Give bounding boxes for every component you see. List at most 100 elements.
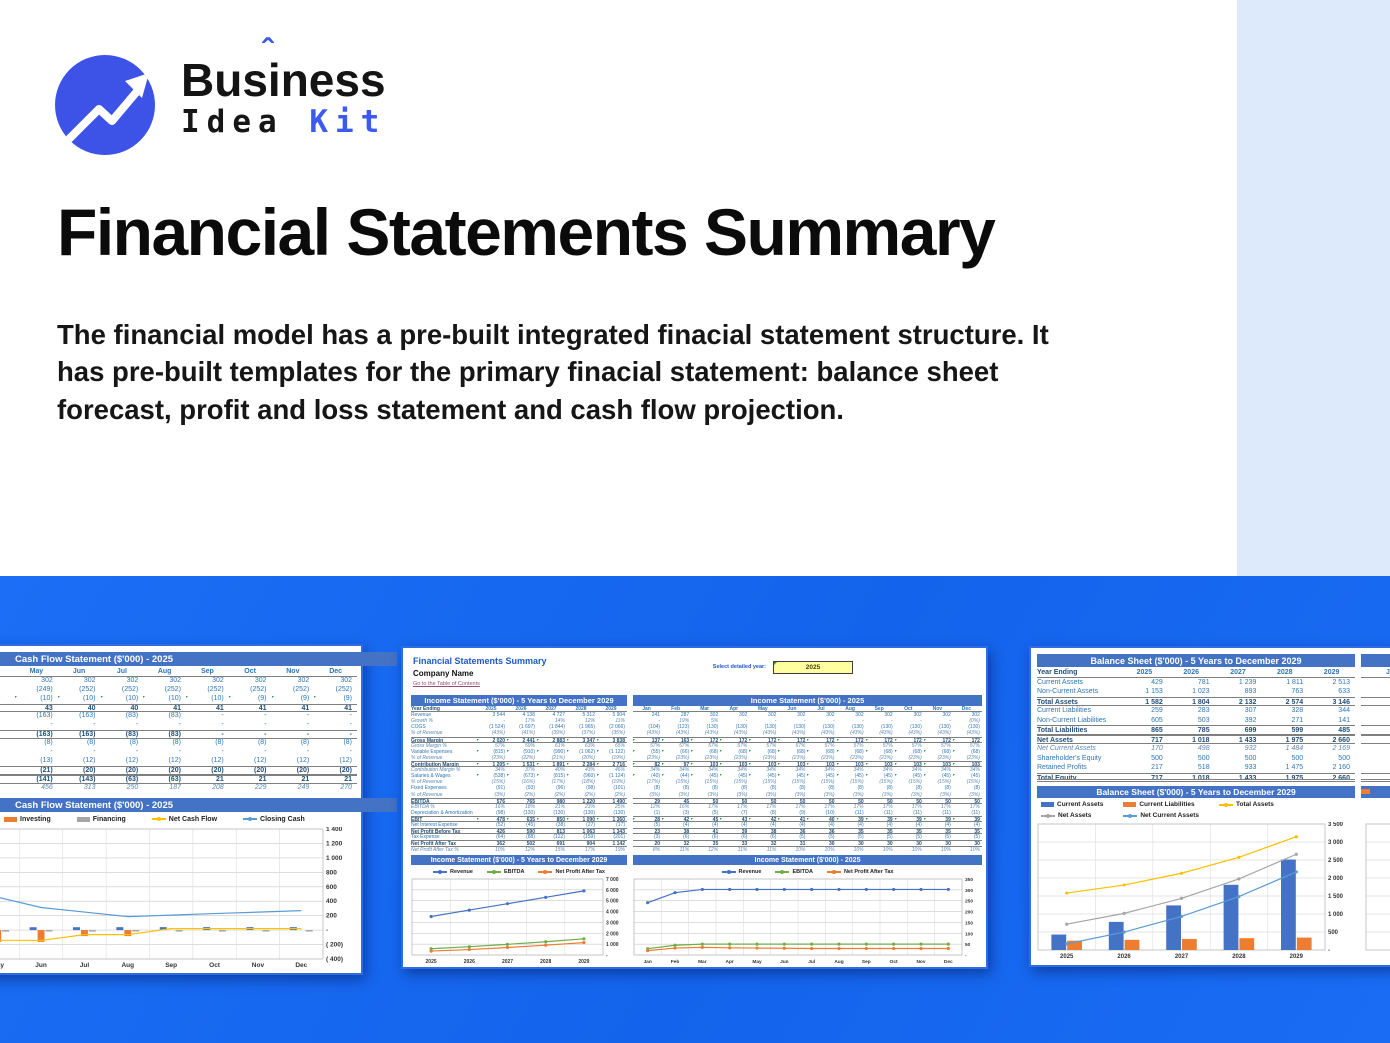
svg-text:1 400: 1 400	[326, 827, 343, 833]
table-of-contents-link[interactable]: Go to the Table of Contents	[413, 681, 480, 687]
table-cell: 19%	[614, 846, 625, 853]
table-row: 23 38 41 39 38 36 36 35 35 35 35 35	[633, 828, 982, 835]
table-header-row: Jan	[1361, 668, 1390, 678]
table-cell: 103	[749, 762, 778, 766]
table-cell: 57%	[911, 742, 922, 749]
table-cell: 103	[807, 762, 836, 766]
svg-text:Oct: Oct	[209, 962, 221, 969]
svg-text:600: 600	[326, 884, 337, 891]
table-cell: 850	[537, 817, 567, 821]
table-cell: 2 716	[597, 762, 627, 766]
table-row-label	[0, 776, 15, 783]
brand-word-part: ness	[280, 54, 386, 106]
table-cell: 21	[344, 775, 352, 783]
table-row: - 19% 5% - - - - - - - - (0%)	[633, 718, 982, 724]
table-cell: (39%)	[551, 730, 565, 737]
legend-item: Revenue	[721, 869, 761, 875]
table-cell: -	[135, 748, 139, 756]
table-cell: 59%	[524, 742, 535, 749]
table-row-label: Non-Current Assets	[1037, 688, 1099, 695]
table-column-header: Jul	[116, 668, 127, 675]
table-cell: 30	[828, 841, 835, 846]
legend-label: EBITDA	[503, 868, 525, 875]
table-cell: 39	[741, 829, 748, 834]
table-cell: 57%	[650, 742, 661, 749]
table-cell: 865	[1151, 727, 1163, 734]
table-cell: (252)	[335, 685, 352, 693]
table-cell: (98)	[496, 809, 505, 816]
table-row-label: Total Liabilities	[1037, 727, 1088, 734]
year-selector-input[interactable]: 2025	[773, 661, 853, 674]
table-cell: 498	[1197, 745, 1210, 752]
svg-text:2025: 2025	[1060, 954, 1074, 960]
table-cell: 500	[1197, 754, 1210, 762]
table-column-header: Nov	[932, 706, 943, 712]
table-cell: 35	[887, 829, 893, 834]
table-cell: (8)	[886, 785, 893, 792]
svg-text:Jun: Jun	[780, 959, 789, 965]
table-cell: 36	[799, 829, 806, 834]
legend-label: Total Assets	[1236, 801, 1274, 808]
table-cell: 1 090	[567, 817, 597, 821]
table-cell: 502	[526, 841, 535, 846]
table-cell: (55)	[633, 749, 662, 755]
table-cell: 35	[858, 829, 864, 834]
table-cell: (43%)	[733, 730, 748, 737]
table-row-label: Net Interest Expense	[411, 822, 458, 829]
table-cell: (98)	[586, 785, 595, 792]
table-cell: (20)	[211, 766, 224, 774]
table-cell: (3%)	[940, 791, 951, 798]
table-cell: 57%	[494, 742, 505, 749]
table-cell: (68)	[749, 749, 778, 755]
table-row: 512	[1361, 772, 1390, 782]
table-cell: -	[178, 748, 181, 756]
table-cell: -	[306, 712, 310, 720]
table-cell: 302	[41, 676, 53, 684]
table-cell: (17%)	[551, 779, 565, 786]
svg-text:2026: 2026	[464, 959, 475, 965]
table-cell: 208	[212, 783, 224, 791]
table-cell: (15%)	[908, 779, 922, 786]
brand-word-ideakit: Idea Kit	[181, 107, 386, 138]
legend-marker	[726, 869, 731, 874]
table-cell: -	[264, 731, 267, 739]
table-cell: 2 883	[537, 738, 567, 742]
table-cell: (130)	[523, 809, 535, 816]
table-cell: (44)	[662, 773, 691, 779]
legend-item: EBITDA	[775, 869, 813, 875]
table-cell: (37%)	[581, 730, 595, 737]
table-row-label: Contribution Margin	[411, 761, 459, 767]
table-cell: -	[949, 718, 951, 725]
legend-line-swatch	[1041, 813, 1055, 818]
svg-text:2025: 2025	[426, 959, 437, 965]
table-cell: 57%	[940, 742, 951, 749]
table-cell: 41	[712, 829, 719, 834]
table-column-header: Sep	[874, 706, 884, 712]
table-cell: (15%)	[879, 779, 893, 786]
table-cell: (252)	[292, 685, 310, 693]
table-cell: (23%)	[763, 754, 777, 761]
table-row: Net Interest Expense (52) (45) (38) (27) (17)	[411, 822, 627, 828]
table-cell: 270	[340, 783, 352, 791]
table-row-label	[0, 677, 15, 686]
table-cell: -	[349, 731, 352, 739]
table-row: 82 97 103 103 103 103 103 103 103 103 103 103	[633, 760, 982, 768]
table-cell: (8)	[44, 739, 53, 747]
table-cell: 1 531	[507, 762, 537, 766]
svg-text:-: -	[326, 927, 328, 934]
table-cell: (141)	[36, 775, 53, 783]
legend-marker	[1224, 802, 1228, 807]
table-row: (163) (163) (83) (83) - - - -	[0, 730, 357, 740]
table-cell: (15%)	[966, 779, 980, 786]
legend-label: Net Profit After Tax	[555, 868, 605, 875]
balance-annual-table: Year Ending 2025 2026 2027 2028 2029 Current A…	[1037, 668, 1355, 784]
table-cell: (45)	[807, 773, 836, 779]
svg-text:Nov: Nov	[916, 959, 925, 965]
table-row: 124	[1361, 687, 1390, 697]
svg-text:3 000: 3 000	[606, 920, 619, 926]
table-cell: 32	[770, 841, 777, 846]
table-cell: 50	[945, 798, 951, 803]
table-cell: 28	[633, 817, 662, 821]
table-cell: (12)	[254, 756, 267, 764]
balance-chart-header: Balance Sheet ($'000) - 5 Years to Decem…	[1037, 786, 1355, 798]
